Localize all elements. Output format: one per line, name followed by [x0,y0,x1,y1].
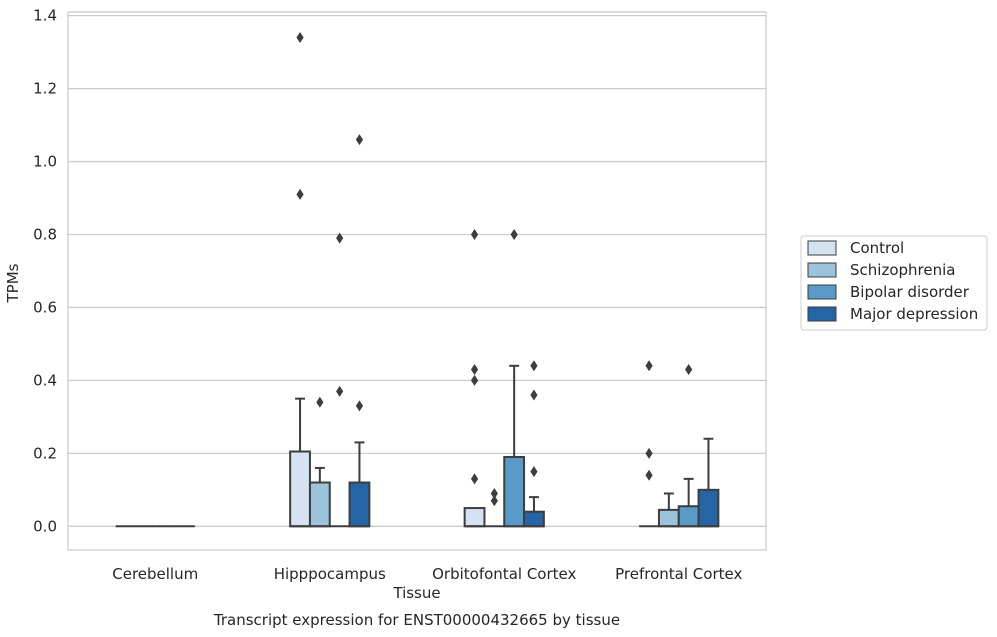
outlier-point [296,188,304,200]
legend: Control Schizophrenia Bipolar disorder Majo… [800,235,988,331]
outlier-point [296,32,304,44]
legend-swatch [807,284,837,300]
legend-label: Control [850,239,904,257]
box-2-0 [463,507,486,528]
legend-swatch [807,262,837,278]
box-series [115,364,720,528]
outlier-point [645,469,653,481]
x-tick-label: Cerebellum [112,565,198,583]
y-tick-label: 0.0 [33,517,57,535]
box-body [657,508,680,528]
box-body [523,510,545,528]
outlier-point [470,228,479,240]
chart-caption: Transcript expression for ENST0000043266… [213,611,620,629]
legend-label: Bipolar disorder [850,283,970,301]
box-2-3 [523,496,545,528]
outlier-point [470,363,479,375]
outlier-point [316,396,324,408]
outlier-point [530,389,538,401]
outlier-point [645,360,653,372]
box-3-1 [657,492,680,528]
box-body [697,488,720,528]
y-tick-label: 0.6 [33,298,57,316]
box-1-1 [308,466,331,528]
box-body [677,505,700,528]
outlier-point [645,447,653,459]
legend-frame [800,235,988,331]
box-1-0 [289,397,311,528]
outlier-point [530,360,538,372]
outlier-point [355,400,364,412]
outlier-point [336,385,344,397]
box-3-3 [697,437,720,528]
y-tick-label: 1.2 [33,80,57,98]
legend-label: Schizophrenia [850,261,955,279]
legend-swatch [807,240,837,256]
x-axis-ticks: Cerebellum Hipppocampus Orbitofontal Corte… [112,565,742,583]
box-body [463,507,486,528]
outlier-point [490,495,498,507]
y-axis-label: TPMs [4,263,22,303]
y-tick-label: 0.8 [33,225,57,243]
outlier-point [336,232,344,244]
y-tick-label: 0.4 [33,371,57,389]
box-body [308,481,331,528]
x-tick-label: Orbitofontal Cortex [432,565,576,583]
outlier-point [470,374,479,386]
box-1-3 [348,441,371,528]
box-body [503,455,526,528]
y-axis-ticks: 0.0 0.2 0.4 0.6 0.8 1.0 1.2 1.4 [33,7,57,536]
y-tick-label: 0.2 [33,444,57,462]
box-body [348,481,371,528]
outlier-point [685,363,693,375]
plot-frame [67,11,767,551]
outlier-point [510,228,518,240]
legend-label: Major depression [850,305,978,323]
y-tick-label: 1.4 [33,7,57,25]
x-tick-label: Prefrontal Cortex [615,565,742,583]
outlier-point [355,134,364,146]
box-body [289,450,311,528]
legend-swatch [807,306,837,322]
x-tick-label: Hipppocampus [274,565,386,583]
outlier-point [530,466,538,478]
y-tick-label: 1.0 [33,153,57,171]
x-axis-label: Tissue [392,584,440,602]
outlier-point [490,487,498,499]
box-2-2 [503,364,526,528]
outlier-points [296,32,693,507]
outlier-point [470,473,479,485]
